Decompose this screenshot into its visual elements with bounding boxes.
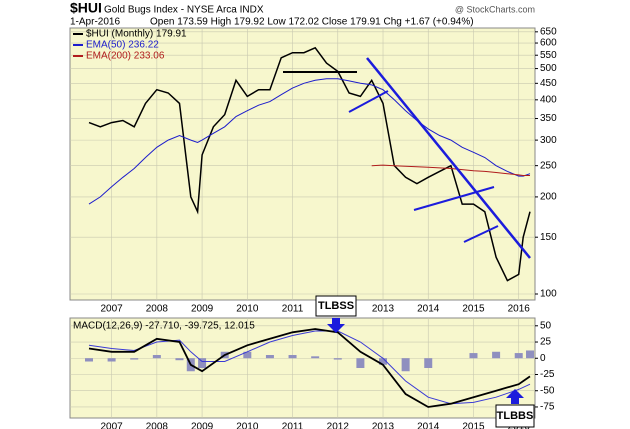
trend-line [413,186,495,211]
x-tick-label: 2016 [508,304,531,315]
panel: -75 -50 -25 0 25 50 2007 2008 2009 2010 2011 2012 20… [69,317,555,429]
histogram-bar [107,358,116,362]
annotation: TLBBS [497,410,534,422]
series-line [88,46,531,282]
x-tick-label: 2010 [236,304,259,315]
histogram-bar [379,358,388,365]
x-tick-label: 2013 [372,422,395,429]
plot-background [69,27,536,301]
x-tick-label: 2009 [191,422,214,429]
y-tick-label: 450 [540,78,557,89]
y-tick-label: 550 [540,50,557,61]
series-line [88,78,531,205]
arrow [327,318,345,333]
histogram-bar [526,350,535,359]
histogram-bar [243,351,252,359]
histogram-bar [356,358,365,368]
y-tick-label: 350 [540,113,557,124]
y-tick-label: 600 [540,38,557,49]
y-tick-label: 650 [540,26,557,37]
annotation-box [315,295,357,317]
histogram-bar [198,358,207,368]
histogram-bar [401,358,410,372]
trend-line [366,57,531,259]
trend-line [348,90,389,113]
annotation: TLBSS [318,300,354,312]
histogram-bar [130,358,139,360]
x-tick-label: 2012 [327,422,350,429]
symbol: $HUI [70,0,102,16]
series-line [88,328,531,408]
chart-title: Gold Bugs Index - NYSE Arca INDX [104,5,264,16]
x-tick-label: 2015 [462,422,485,429]
x-tick-label: 2015 [462,304,485,315]
legend-label: EMA(50) 236.22 [86,40,159,51]
x-tick-label: 2008 [146,422,169,429]
x-tick-label: 2013 [372,304,395,315]
x-tick-label: 2014 [417,422,440,429]
x-tick-label: 2007 [100,304,123,315]
histogram-bar [514,353,523,359]
overlay: TLBSS TLBBS [283,57,535,428]
histogram-bar [265,355,274,359]
histogram-bar [288,355,297,359]
x-tick-label: 2010 [236,422,259,429]
histogram-bar [84,358,93,362]
arrow [506,389,524,404]
panels: 1001502002503003504004505005506006502007… [69,26,557,429]
x-tick-label: 2014 [417,304,440,315]
y-tick-label: 250 [540,160,557,171]
y-tick-label: 300 [540,135,557,146]
histogram-bar [469,353,478,359]
y-tick-label: 50 [540,320,552,331]
x-tick-label: 2011 [282,304,304,315]
histogram-bar [311,356,320,359]
y-tick-label: 200 [540,192,557,203]
panel-label: MACD(12,26,9) -27.710, -39.725, 12.015 [73,321,255,332]
y-tick-label: -75 [540,402,555,413]
date: 1-Apr-2016 [70,17,120,28]
quote: Open 173.59 High 179.92 Low 172.02 Close… [150,17,474,28]
histogram-bar [333,358,342,360]
y-tick-label: 500 [540,63,557,74]
legend-label: $HUI (Monthly) 179.91 [86,29,187,40]
y-tick-label: -50 [540,385,555,396]
x-tick-label: 2009 [191,304,214,315]
histogram-bar [152,355,161,359]
y-tick-label: -25 [540,369,555,380]
trend-line [463,225,499,243]
legend-label: EMA(200) 233.06 [86,51,165,62]
x-tick-label: 2008 [146,304,169,315]
histogram-bar [175,358,184,361]
x-tick-label: 2011 [282,422,304,429]
histogram-bar [492,351,501,359]
x-tick-label: 2007 [100,422,123,429]
y-tick-label: 150 [540,232,557,243]
watermark: @ StockCharts.com [455,4,535,14]
annotation-box [495,404,535,428]
histogram-bar [424,358,433,368]
y-tick-label: 100 [540,289,557,300]
y-tick-label: 25 [540,337,552,348]
y-tick-label: 0 [540,353,546,364]
y-tick-label: 400 [540,94,557,105]
